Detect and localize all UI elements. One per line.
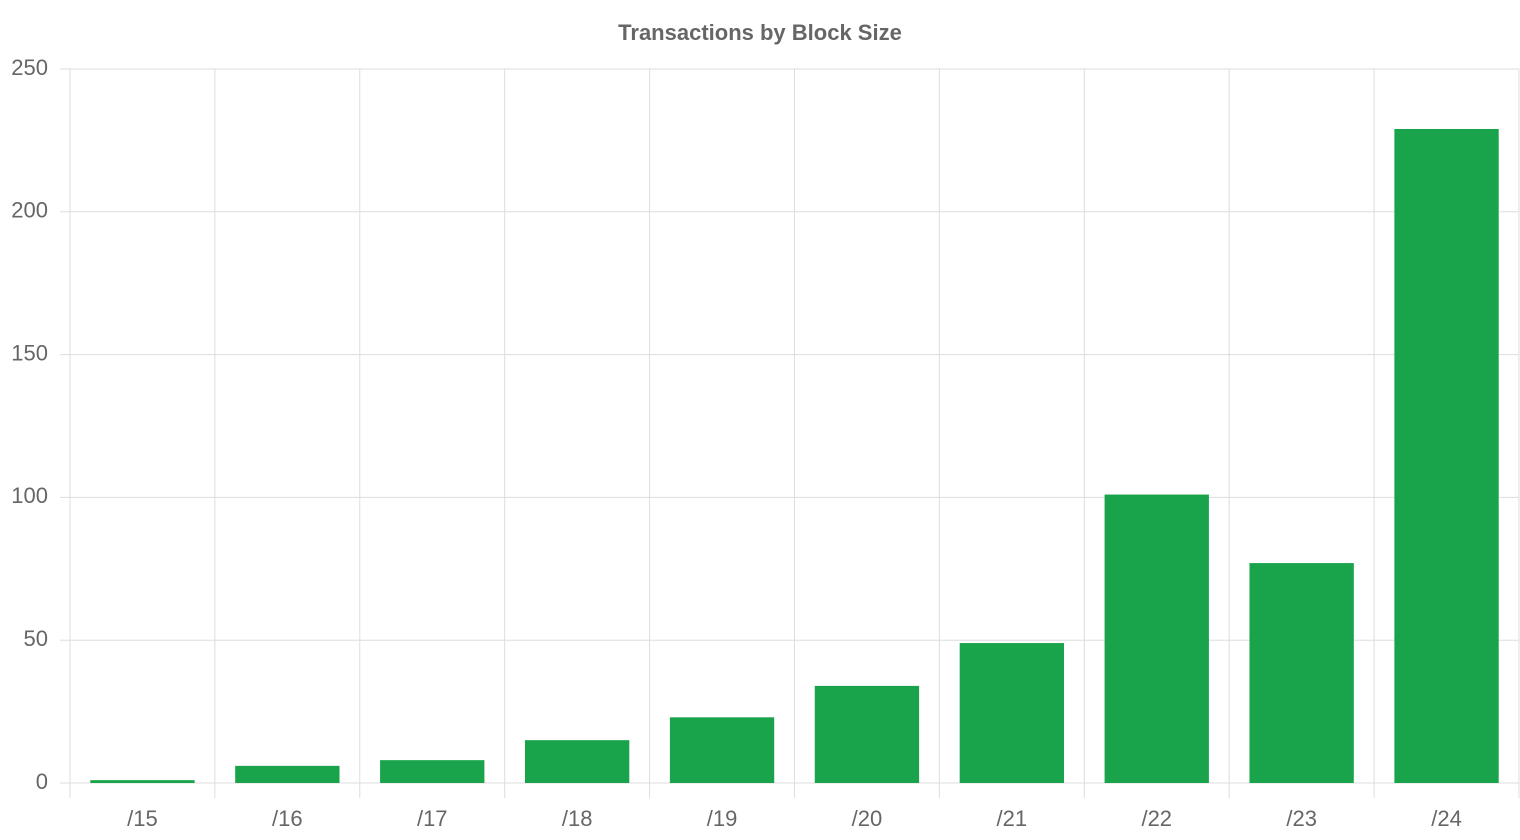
bar	[814, 685, 920, 783]
y-tick-label: 0	[36, 769, 48, 794]
bar	[524, 740, 630, 783]
y-tick-label: 200	[11, 198, 48, 223]
bar	[1249, 563, 1354, 783]
y-tick-label: 100	[11, 483, 48, 508]
x-tick-label: /23	[1286, 806, 1317, 831]
x-tick-label: /17	[417, 806, 448, 831]
x-tick-label: /21	[997, 806, 1028, 831]
bar	[1394, 128, 1499, 783]
bar	[380, 760, 485, 783]
bar	[669, 717, 775, 783]
x-tick-label: /24	[1431, 806, 1462, 831]
bar	[235, 765, 340, 783]
y-tick-label: 50	[24, 626, 48, 651]
x-tick-label: /19	[707, 806, 738, 831]
chart-title: Transactions by Block Size	[618, 20, 902, 45]
bar	[90, 780, 195, 783]
bar	[959, 643, 1065, 783]
y-tick-label: 250	[11, 55, 48, 80]
x-tick-label: /16	[272, 806, 303, 831]
x-tick-label: /22	[1141, 806, 1172, 831]
bar	[1104, 494, 1209, 783]
x-tick-label: /18	[562, 806, 593, 831]
x-tick-label: /20	[852, 806, 883, 831]
x-tick-label: /15	[127, 806, 158, 831]
y-tick-label: 150	[11, 340, 48, 365]
